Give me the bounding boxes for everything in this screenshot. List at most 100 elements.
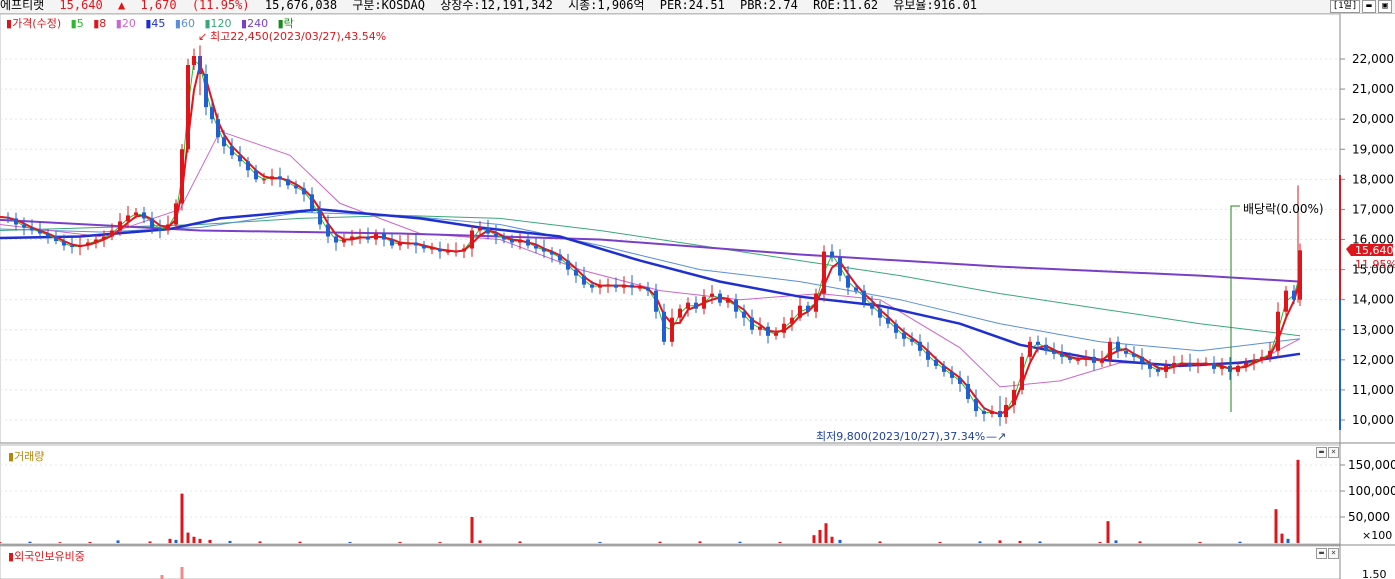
candle[interactable] [1108, 341, 1112, 360]
candle[interactable] [558, 254, 562, 261]
legend-ma45[interactable]: ▮45 [145, 17, 166, 30]
candle[interactable] [1004, 404, 1008, 417]
volume-pane-minimize-icon[interactable]: ▬ [1316, 447, 1327, 458]
candle[interactable] [1244, 362, 1248, 366]
candle[interactable] [462, 248, 466, 252]
volume-bar[interactable] [88, 541, 92, 543]
candle[interactable] [358, 236, 362, 238]
volume-bar[interactable] [738, 541, 742, 543]
period-button[interactable]: [1일] [1330, 0, 1360, 13]
candle[interactable] [926, 350, 930, 360]
volume-bar[interactable] [778, 541, 782, 543]
candle[interactable] [502, 236, 506, 240]
candle[interactable] [1084, 356, 1088, 360]
volume-bar[interactable] [208, 539, 212, 543]
legend-ma8[interactable]: ▮8 [93, 17, 107, 30]
volume-bar[interactable] [938, 541, 942, 543]
volume-bar[interactable] [838, 539, 842, 543]
candle[interactable] [734, 299, 738, 312]
candle[interactable] [1292, 290, 1296, 300]
candle[interactable] [238, 155, 242, 162]
candle[interactable] [1092, 356, 1096, 363]
volume-bar[interactable] [192, 536, 196, 543]
candle[interactable] [454, 251, 458, 253]
volume-bar[interactable] [258, 541, 262, 543]
candle[interactable] [646, 287, 650, 291]
foreign-pane-close-icon[interactable]: × [1328, 548, 1339, 559]
candle[interactable] [6, 216, 10, 219]
minimize-icon[interactable]: ▬ [1362, 0, 1376, 13]
volume-bar[interactable] [1114, 540, 1118, 543]
candle[interactable] [30, 227, 34, 231]
candle[interactable] [686, 302, 690, 309]
volume-pane-close-icon[interactable]: × [1328, 447, 1339, 458]
candle[interactable] [1236, 365, 1240, 372]
candle[interactable] [22, 224, 26, 228]
volume-bar[interactable] [1238, 541, 1242, 543]
candle[interactable] [1020, 356, 1024, 390]
candle[interactable] [542, 248, 546, 252]
legend-ma5[interactable]: ▮5 [70, 17, 84, 30]
candle[interactable] [174, 203, 178, 225]
candle[interactable] [1036, 341, 1040, 345]
volume-bar[interactable] [478, 540, 482, 543]
volume-bar[interactable] [116, 540, 120, 543]
candle[interactable] [1148, 362, 1152, 369]
candle[interactable] [790, 317, 794, 324]
volume-bar[interactable] [824, 523, 828, 543]
candle[interactable] [726, 299, 730, 303]
candle[interactable] [654, 290, 658, 312]
candle[interactable] [334, 236, 338, 243]
candle[interactable] [1012, 389, 1016, 405]
candle[interactable] [662, 311, 666, 342]
candle[interactable] [110, 230, 114, 237]
candle[interactable] [822, 251, 826, 294]
candle[interactable] [918, 341, 922, 351]
candle[interactable] [414, 242, 418, 246]
candle[interactable] [46, 233, 50, 237]
candle[interactable] [606, 284, 610, 286]
candle[interactable] [118, 221, 122, 231]
candle[interactable] [374, 233, 378, 240]
candle[interactable] [510, 239, 514, 243]
candle[interactable] [574, 269, 578, 276]
candle[interactable] [1140, 356, 1144, 363]
candle[interactable] [1212, 362, 1216, 369]
candle[interactable] [86, 242, 90, 246]
candle[interactable] [1172, 362, 1176, 366]
volume-bar[interactable] [1280, 533, 1284, 543]
candle[interactable] [854, 287, 858, 291]
candle[interactable] [1156, 368, 1160, 372]
candle[interactable] [210, 107, 214, 120]
volume-bar[interactable] [298, 541, 302, 543]
candle[interactable] [910, 338, 914, 342]
candle[interactable] [1220, 365, 1224, 369]
legend-price[interactable]: ▮가격(수정) [6, 17, 62, 30]
volume-bar[interactable] [1138, 541, 1142, 543]
candle[interactable] [204, 74, 208, 108]
candle[interactable] [1076, 359, 1080, 361]
candle[interactable] [534, 245, 538, 249]
candle[interactable] [318, 209, 322, 225]
candle[interactable] [598, 284, 602, 288]
volume-bar[interactable] [598, 541, 602, 543]
volume-bar[interactable] [398, 541, 402, 543]
candle[interactable] [70, 245, 74, 248]
volume-bar[interactable] [174, 539, 178, 543]
volume-bar[interactable] [186, 532, 190, 543]
candle[interactable] [966, 383, 970, 399]
candle[interactable] [670, 317, 674, 342]
candle[interactable] [838, 257, 842, 276]
candle[interactable] [310, 194, 314, 210]
volume-bars[interactable] [0, 459, 1300, 543]
volume-bar[interactable] [1296, 459, 1300, 543]
candle[interactable] [678, 308, 682, 318]
candle[interactable] [446, 251, 450, 253]
volume-bar[interactable] [978, 541, 982, 543]
candle[interactable] [830, 251, 834, 258]
candle[interactable] [278, 176, 282, 180]
candle[interactable] [142, 212, 146, 219]
candle[interactable] [1298, 250, 1302, 300]
candle[interactable] [390, 239, 394, 246]
candle[interactable] [902, 332, 906, 339]
